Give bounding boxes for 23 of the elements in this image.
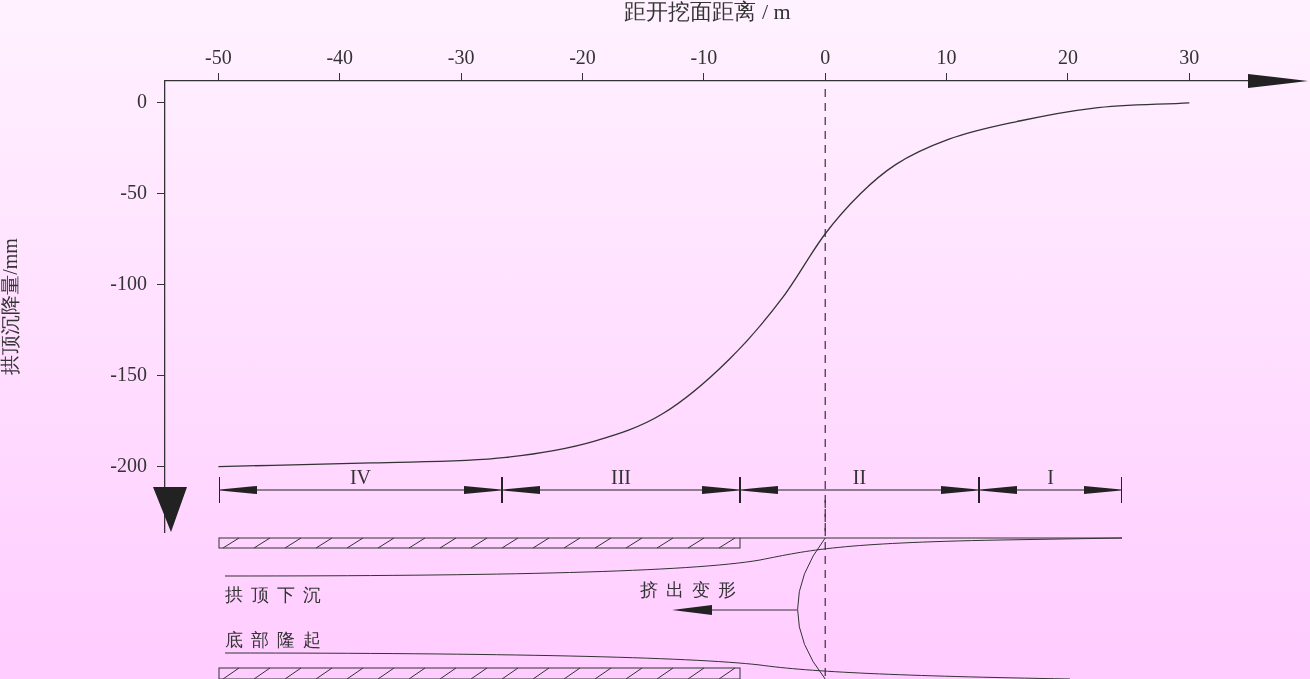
y-tick-label: -50 bbox=[120, 181, 147, 203]
x-tick-label: -10 bbox=[690, 46, 718, 69]
annotation: IV bbox=[349, 466, 372, 488]
annotation: II bbox=[852, 466, 867, 488]
text: 拱顶下沉 bbox=[225, 585, 329, 605]
y-tick-label: -150 bbox=[110, 362, 147, 385]
y-axis-title: 拱顶沉降量/mm bbox=[0, 237, 22, 375]
y-tick-label: -200 bbox=[110, 453, 147, 476]
x-tick-label: 10 bbox=[936, 46, 957, 69]
text: 底部隆起 bbox=[225, 630, 329, 650]
y-tick-label: -100 bbox=[110, 271, 147, 294]
x-tick-label: -50 bbox=[205, 46, 232, 69]
x-tick-label: 30 bbox=[1179, 46, 1200, 69]
x-tick-label: -20 bbox=[569, 46, 596, 69]
annotation: I bbox=[1047, 466, 1054, 488]
x-axis-title: 距开挖面距离 / m bbox=[624, 0, 791, 24]
x-tick-label: -30 bbox=[447, 46, 475, 69]
text: 挤出变形 bbox=[640, 580, 744, 600]
annotation: III bbox=[611, 466, 631, 488]
x-tick-label: 0 bbox=[820, 46, 831, 69]
x-tick-label: -40 bbox=[326, 46, 354, 69]
y-tick-label: 0 bbox=[137, 90, 147, 113]
x-tick-label: 20 bbox=[1057, 46, 1078, 69]
